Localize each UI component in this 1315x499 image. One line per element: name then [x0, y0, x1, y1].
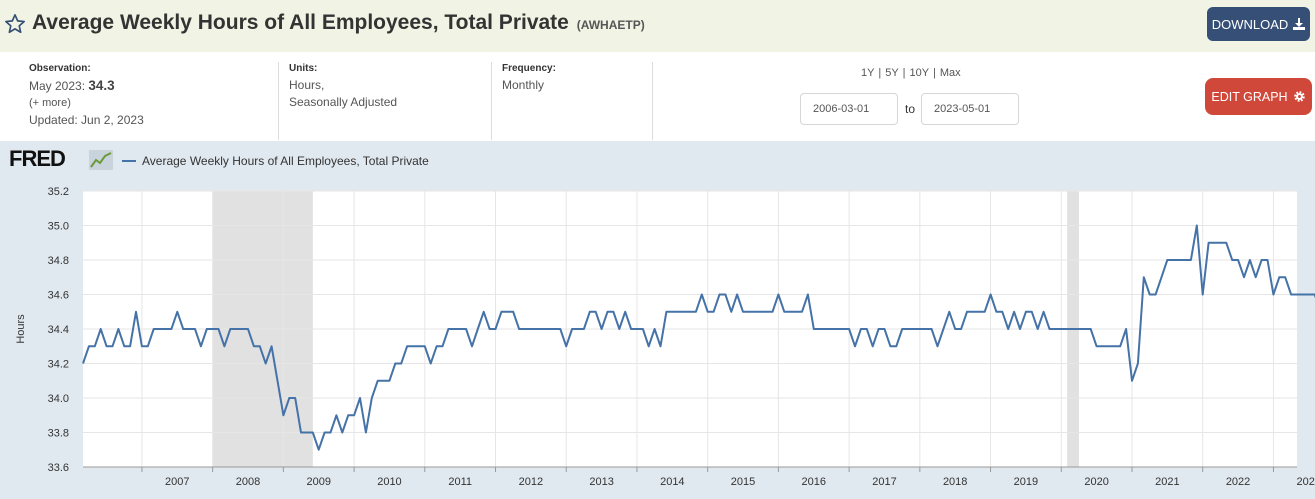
series-line — [82, 224, 1315, 451]
download-icon — [1293, 18, 1306, 30]
observation-block: Observation: May 2023: 34.3 (+ more) Upd… — [29, 62, 144, 129]
download-button[interactable]: DOWNLOAD — [1207, 7, 1310, 41]
page-title: Average Weekly Hours of All Employees, T… — [32, 11, 645, 35]
series-title-text: Average Weekly Hours of All Employees, T… — [32, 11, 569, 34]
y-tick-label: 35.2 — [48, 186, 69, 198]
range-10y[interactable]: 10Y — [909, 67, 929, 79]
x-tick-label: 2015 — [731, 476, 755, 488]
to-label: to — [905, 102, 916, 116]
divider — [491, 62, 492, 140]
y-tick-label: 33.6 — [48, 462, 69, 474]
observation-value: 34.3 — [88, 78, 115, 93]
x-tick-label: 2007 — [165, 476, 189, 488]
start-date-input[interactable]: 2006-03-01 — [800, 93, 898, 125]
x-tick-label: 2018 — [943, 476, 967, 488]
frequency-value: Monthly — [502, 78, 545, 92]
x-tick-label: 2020 — [1084, 476, 1108, 488]
units-label: Units: — [289, 63, 318, 74]
y-tick-label: 35.0 — [48, 221, 69, 233]
download-label: DOWNLOAD — [1211, 16, 1289, 32]
range-max[interactable]: Max — [939, 67, 961, 79]
x-tick-label: 2013 — [589, 476, 613, 488]
y-tick-label: 34.4 — [48, 324, 69, 336]
line-chart: 33.6 33.8 34.0 34.2 34.4 34.6 34.8 35.0 35.2 2007… — [15, 186, 1315, 488]
y-tick-label: 34.2 — [48, 359, 69, 371]
frequency-block: Frequency: Monthly — [502, 62, 556, 94]
more-link[interactable]: (+ more) — [29, 97, 71, 109]
y-tick-label: 33.8 — [48, 428, 69, 440]
title-bar — [0, 0, 1315, 52]
x-tick-label: 2011 — [448, 476, 472, 488]
updated-date: Updated: Jun 2, 2023 — [29, 113, 144, 127]
divider — [278, 62, 279, 140]
range-sep: | — [902, 67, 906, 79]
x-tick-label: 2008 — [236, 476, 260, 488]
legend-label: Average Weekly Hours of All Employees, T… — [142, 154, 429, 168]
y-tick-label: 34.6 — [48, 290, 69, 302]
observation-label: Observation: — [29, 63, 91, 74]
edit-graph-button[interactable]: EDIT GRAPH — [1205, 78, 1312, 115]
frequency-label: Frequency: — [502, 63, 556, 74]
edit-graph-label: EDIT GRAPH — [1211, 89, 1288, 104]
units-line1: Hours, — [289, 78, 325, 92]
x-tick-label: 2010 — [377, 476, 401, 488]
y-tick-label: 34.0 — [48, 393, 69, 405]
range-sep: | — [878, 67, 882, 79]
x-tick-label: 2022 — [1226, 476, 1250, 488]
fred-logo-mark-icon — [89, 150, 113, 170]
x-tick-label: 2009 — [306, 476, 330, 488]
x-tick-label: 2016 — [802, 476, 826, 488]
y-tick-label: 34.8 — [48, 255, 69, 267]
x-tick-label: 2012 — [519, 476, 543, 488]
gear-icon — [1293, 91, 1305, 102]
legend-swatch — [122, 160, 136, 162]
legend: Average Weekly Hours of All Employees, T… — [122, 154, 429, 168]
observation-period: May 2023: — [29, 79, 86, 93]
y-axis-label: Hours — [15, 314, 27, 344]
range-sep: | — [932, 67, 936, 79]
series-code: (AWHAETP) — [576, 18, 645, 32]
x-tick-label: 2014 — [660, 476, 684, 488]
x-tick-label: 2023 — [1297, 476, 1315, 488]
x-tick-label: 2019 — [1014, 476, 1038, 488]
star-icon[interactable] — [4, 13, 26, 35]
divider — [652, 62, 653, 140]
x-tick-label: 2017 — [872, 476, 896, 488]
x-tick-label: 2021 — [1155, 476, 1179, 488]
range-5y[interactable]: 5Y — [885, 67, 899, 79]
units-block: Units: Hours, Seasonally Adjusted — [289, 62, 397, 111]
range-selector: 1Y | 5Y | 10Y | Max — [861, 67, 961, 79]
units-line2: Seasonally Adjusted — [289, 95, 398, 109]
end-date-input[interactable]: 2023-05-01 — [921, 93, 1019, 125]
fred-logo: FRED — [9, 146, 66, 171]
range-1y[interactable]: 1Y — [861, 67, 875, 79]
